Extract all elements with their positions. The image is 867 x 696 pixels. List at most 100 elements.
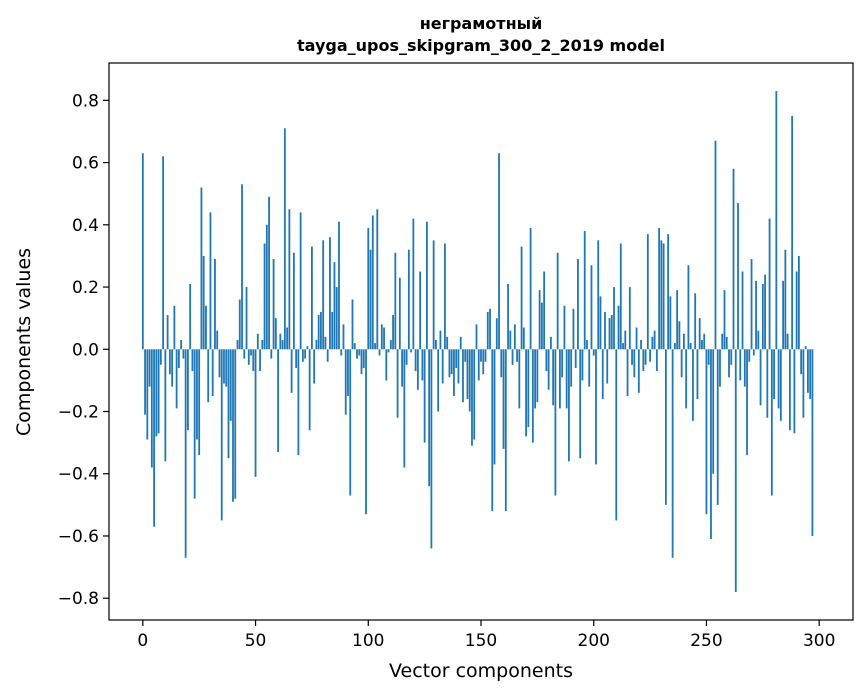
bar-196 [583, 231, 586, 350]
bar-139 [455, 349, 458, 368]
bar-246 [696, 349, 699, 400]
bar-34 [218, 349, 221, 378]
bar-106 [380, 324, 383, 350]
x-axis-ticks: 0 50 100 150 200 250 300 [137, 620, 835, 651]
bar-248 [701, 339, 703, 350]
bar-198 [588, 349, 591, 387]
y-axis-label: Components values [13, 248, 35, 436]
bar-236 [673, 343, 676, 350]
bar-110 [389, 339, 392, 350]
y-tick-label: −0.2 [58, 403, 99, 423]
bar-185 [559, 349, 561, 409]
bar-120 [412, 218, 415, 350]
bar-147 [473, 349, 476, 440]
bar-156 [493, 349, 496, 465]
bar-72 [304, 349, 307, 359]
bar-53 [261, 339, 264, 350]
bar-124 [421, 349, 424, 381]
bar-44 [241, 184, 243, 350]
bar-177 [540, 302, 543, 350]
bar-29 [207, 349, 210, 403]
bar-103 [374, 343, 376, 350]
bar-180 [547, 349, 550, 390]
bar-61 [279, 333, 282, 350]
bar-154 [489, 308, 491, 350]
bar-257 [721, 333, 724, 350]
bar-211 [617, 305, 620, 350]
bar-271 [752, 349, 755, 356]
bar-105 [378, 349, 381, 356]
x-tick-label: 50 [245, 631, 267, 651]
bar-118 [407, 249, 410, 350]
bar-224 [646, 234, 649, 350]
bar-202 [597, 240, 600, 350]
bar-158 [498, 153, 500, 350]
bar-280 [773, 349, 775, 400]
bar-227 [653, 330, 656, 350]
bar-73 [306, 346, 309, 350]
bar-78 [317, 315, 320, 350]
bar-46 [245, 287, 248, 350]
bar-176 [538, 290, 541, 350]
bar-57 [270, 349, 273, 359]
bar-89 [342, 324, 345, 350]
bar-155 [491, 349, 494, 512]
bar-191 [572, 308, 575, 350]
bar-62 [281, 339, 284, 350]
bar-64 [286, 327, 289, 350]
bars-group [141, 91, 814, 592]
bar-65 [288, 209, 291, 350]
bar-17 [180, 339, 183, 350]
bar-184 [556, 252, 559, 350]
bar-165 [513, 324, 516, 350]
bar-87 [338, 221, 340, 350]
bar-152 [484, 349, 487, 362]
bar-102 [371, 215, 374, 350]
bar-151 [482, 349, 485, 375]
bar-258 [723, 290, 726, 350]
bar-5 [153, 349, 155, 527]
bar-228 [655, 349, 658, 372]
bar-286 [786, 333, 789, 350]
bar-270 [750, 259, 753, 350]
bar-241 [685, 349, 688, 409]
bar-1 [144, 349, 146, 415]
bar-245 [694, 293, 697, 350]
bar-267 [743, 349, 746, 387]
bar-95 [356, 349, 358, 359]
bar-39 [229, 349, 232, 421]
bar-114 [398, 277, 401, 350]
bar-60 [277, 349, 279, 452]
bar-206 [606, 349, 609, 384]
bar-131 [437, 349, 440, 412]
bar-288 [791, 115, 794, 350]
bar-265 [739, 349, 742, 381]
x-tick-label: 0 [137, 631, 148, 651]
bar-269 [748, 349, 751, 362]
bar-292 [800, 349, 803, 375]
bar-175 [536, 349, 539, 403]
bar-291 [797, 255, 800, 350]
bar-143 [464, 349, 467, 362]
y-tick-label: −0.6 [58, 527, 99, 547]
bar-213 [622, 343, 624, 350]
bar-160 [502, 349, 505, 449]
bar-212 [619, 243, 622, 350]
bar-287 [788, 349, 791, 431]
bar-251 [707, 349, 710, 365]
bar-74 [308, 349, 311, 431]
bar-69 [297, 349, 300, 456]
bar-230 [660, 240, 663, 350]
bar-295 [807, 349, 809, 393]
bar-128 [430, 349, 433, 549]
x-axis-label: Vector components [389, 660, 573, 682]
bar-194 [579, 349, 582, 459]
bar-278 [768, 218, 771, 350]
bar-293 [802, 349, 805, 418]
bar-71 [301, 349, 304, 362]
bar-170 [525, 349, 527, 437]
bar-101 [369, 249, 372, 350]
bar-123 [419, 271, 422, 350]
bar-98 [362, 349, 365, 368]
bar-203 [599, 296, 602, 350]
